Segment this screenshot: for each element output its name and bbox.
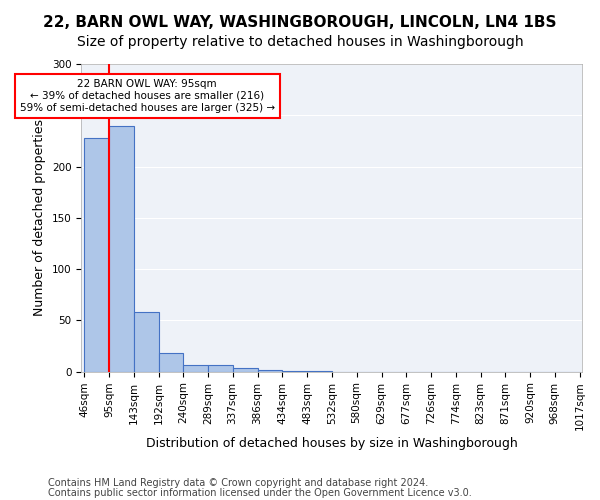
- Bar: [257, 370, 282, 372]
- Bar: [158, 353, 183, 372]
- Y-axis label: Number of detached properties: Number of detached properties: [34, 120, 46, 316]
- Bar: [208, 364, 233, 372]
- Bar: [134, 312, 158, 372]
- Bar: [307, 370, 332, 372]
- Bar: [282, 370, 307, 372]
- Text: Contains public sector information licensed under the Open Government Licence v3: Contains public sector information licen…: [48, 488, 472, 498]
- Bar: [233, 368, 257, 372]
- Text: 22 BARN OWL WAY: 95sqm
← 39% of detached houses are smaller (216)
59% of semi-de: 22 BARN OWL WAY: 95sqm ← 39% of detached…: [20, 80, 275, 112]
- Text: Contains HM Land Registry data © Crown copyright and database right 2024.: Contains HM Land Registry data © Crown c…: [48, 478, 428, 488]
- Bar: [183, 364, 208, 372]
- X-axis label: Distribution of detached houses by size in Washingborough: Distribution of detached houses by size …: [146, 437, 518, 450]
- Bar: [109, 126, 134, 372]
- Text: Size of property relative to detached houses in Washingborough: Size of property relative to detached ho…: [77, 35, 523, 49]
- Bar: [84, 138, 109, 372]
- Text: 22, BARN OWL WAY, WASHINGBOROUGH, LINCOLN, LN4 1BS: 22, BARN OWL WAY, WASHINGBOROUGH, LINCOL…: [43, 15, 557, 30]
